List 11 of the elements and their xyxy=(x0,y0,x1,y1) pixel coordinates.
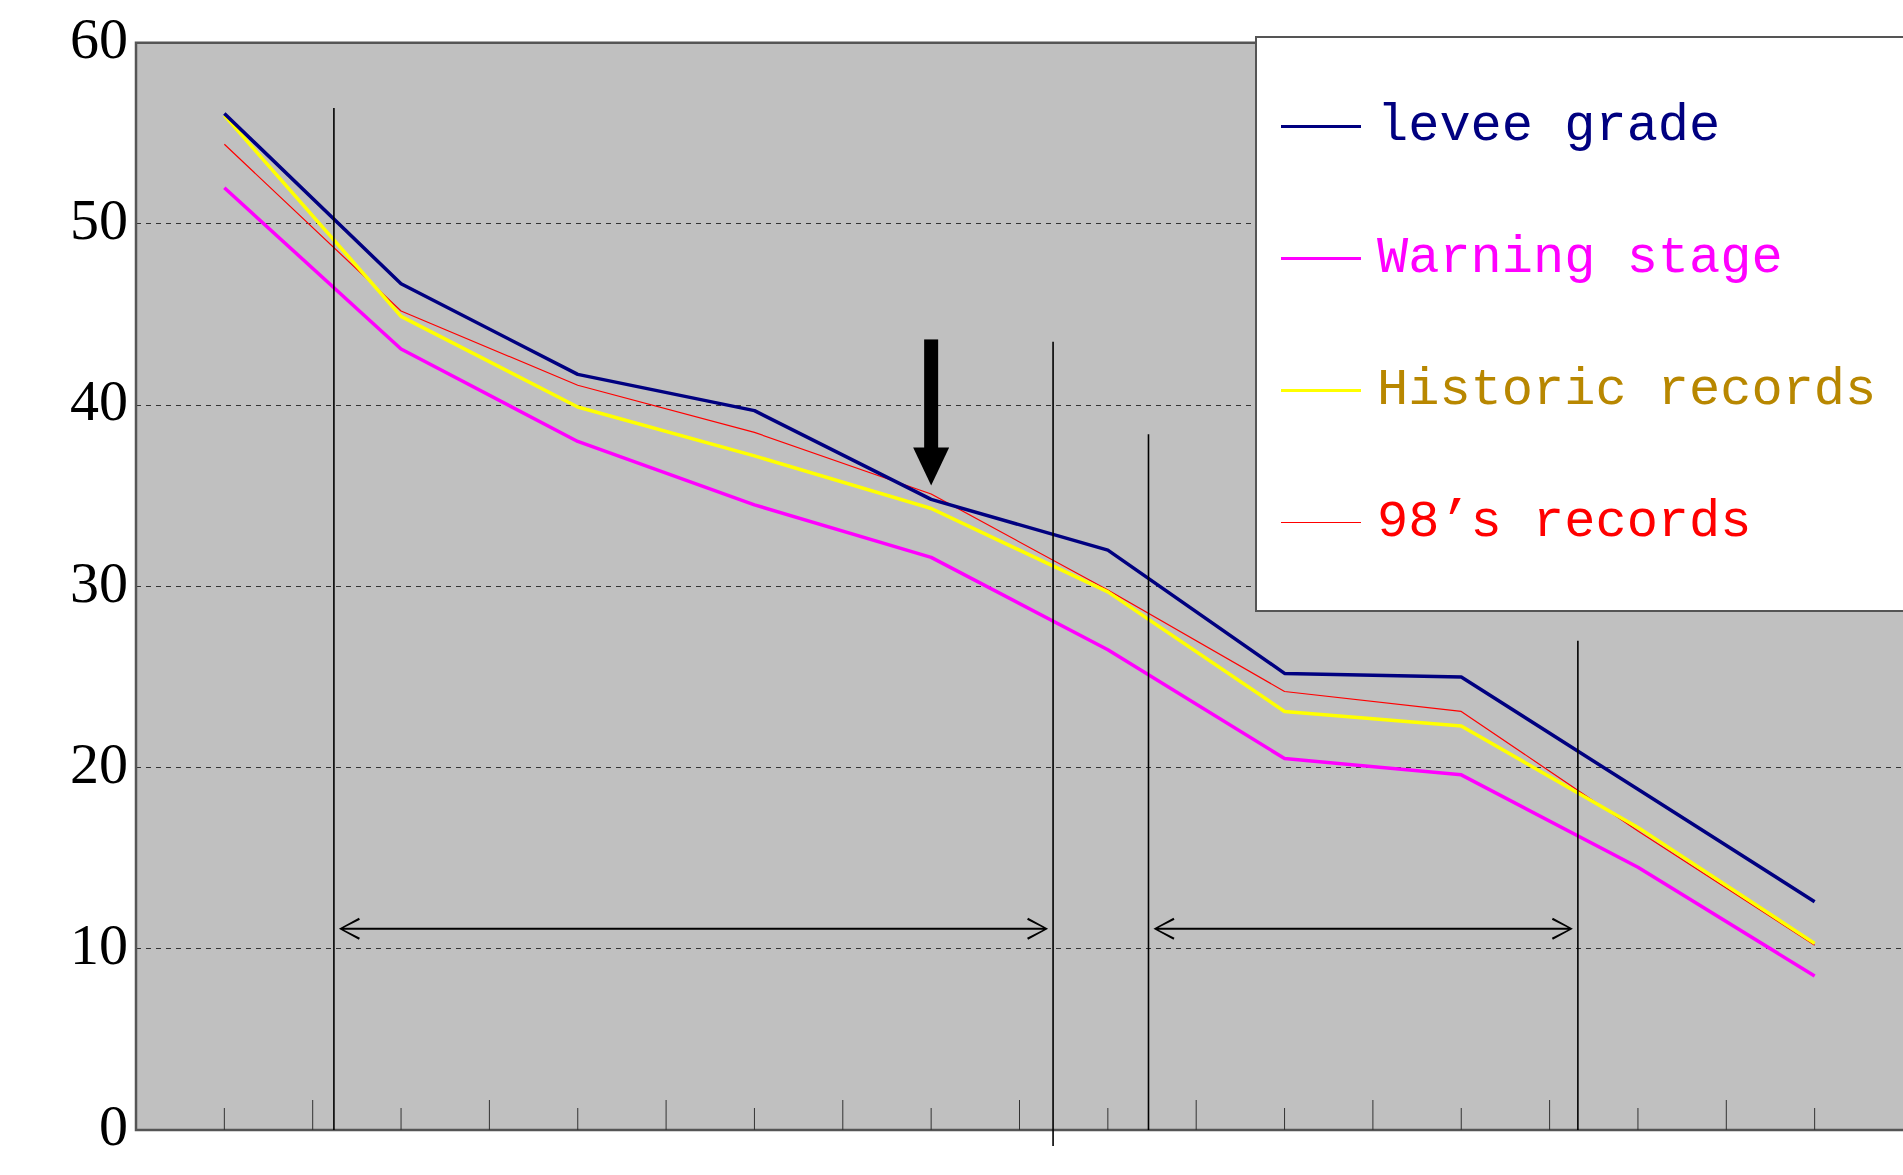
y-tick-label: 50 xyxy=(70,187,128,253)
legend-label: Warning stage xyxy=(1377,228,1783,288)
y-tick-label: 0 xyxy=(99,1093,128,1159)
legend-label: levee grade xyxy=(1377,96,1721,156)
y-tick-label: 20 xyxy=(70,730,128,796)
y-tick-label: 10 xyxy=(70,912,128,978)
legend-label: Historic records xyxy=(1377,360,1877,420)
y-tick-label: 40 xyxy=(70,368,128,434)
y-tick-label: 60 xyxy=(70,6,128,72)
legend-label: 98’s records xyxy=(1377,492,1752,552)
y-tick-label: 30 xyxy=(70,549,128,615)
